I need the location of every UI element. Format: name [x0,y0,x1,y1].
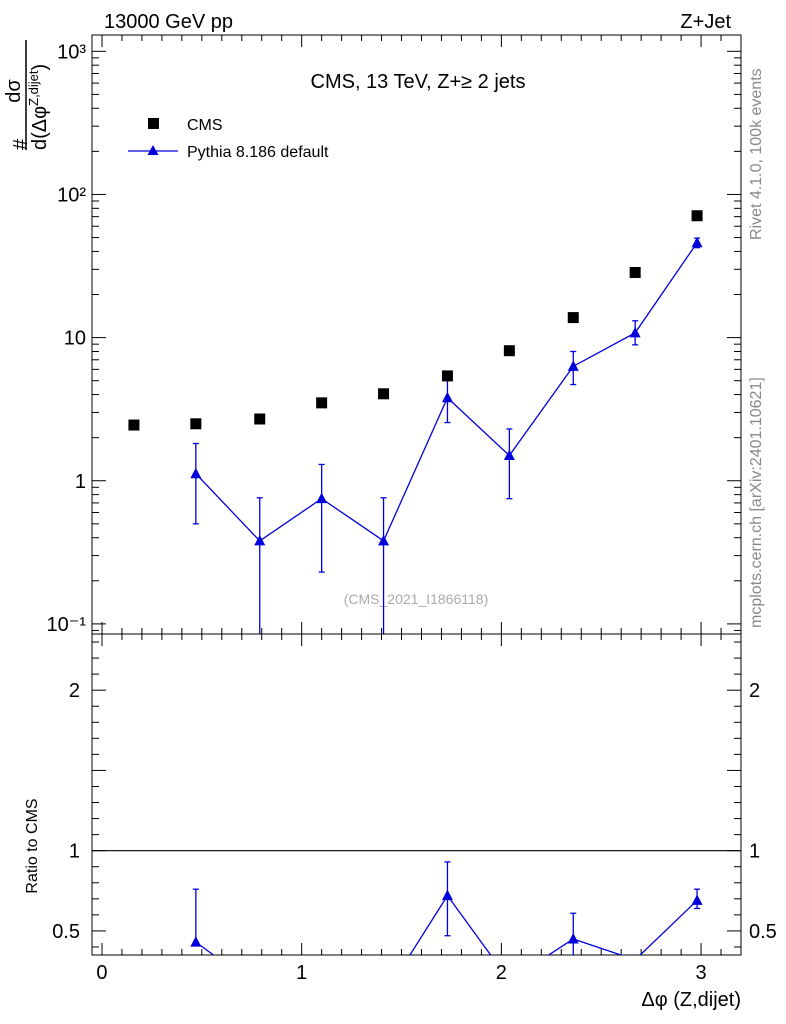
ratio-point [316,971,327,982]
y-tick-label: 10² [57,184,86,206]
ratio-point [691,894,703,905]
mc-series [190,236,703,634]
rivet-label: Rivet 4.1.0, 100k events [748,68,765,240]
ratio-y-tick-label: 1 [69,841,80,863]
x-tick-label: 0 [96,962,107,984]
y-tick-label: 1 [75,471,86,493]
mc-point [254,534,266,546]
cms-point [629,266,641,278]
cms-point [503,345,515,357]
x-tick-label: 2 [496,962,507,984]
header-left: 13000 GeV pp [104,11,233,33]
legend-cms-marker [148,118,159,129]
mc-point [378,534,390,546]
main-ylabel-den: d(ΔφZ,dijet) [26,64,51,150]
ratio-frame [91,633,742,956]
ratio-y-tick-label: 2 [69,680,80,702]
y-tick-label: 10 [64,328,86,350]
main-title: CMS, 13 TeV, Z+≥ 2 jets [311,71,526,93]
ratio-y-tick-label: 0.5 [52,921,80,943]
ratio-y-tick-label-right: 2 [749,680,760,702]
main-panel: 10⁻¹ 1 10 10² 10³ [47,34,742,636]
cms-point [190,418,202,430]
ratio-y-tick-label-right: 1 [749,841,760,863]
mc-point [503,449,515,461]
ratio-point [378,991,389,1002]
ratio-line [195,894,698,955]
cms-point [254,413,266,425]
cms-point [128,419,140,431]
ratio-point [254,983,265,994]
main-ylabel-num: dσ [3,79,25,103]
legend: CMS Pythia 8.186 default [128,117,329,161]
legend-mc-marker [147,145,159,155]
ratio-y-tick-label-right: 0.5 [749,921,777,943]
x-tick-label: 1 [296,962,307,984]
ratio-point [441,889,453,901]
mc-point [629,326,641,338]
legend-mc-label: Pythia 8.186 default [187,144,329,161]
mc-line [195,242,698,542]
ratio-point [634,953,636,955]
ratio-panel: 0 1 2 3 0.5 0.5 1 1 2 2 [52,633,777,1002]
mc-point [316,492,328,504]
y-tick-label: 10³ [57,41,86,63]
ratio-point [190,936,202,947]
ratio-series [190,861,703,1002]
cms-point [567,312,579,324]
cms-point [378,388,390,400]
header-right: Z+Jet [680,11,731,33]
y-tick-label: 10⁻¹ [47,614,87,636]
legend-cms-label: CMS [187,117,223,134]
watermark: (CMS_2021_I1866118) [344,591,489,607]
ratio-point [567,932,579,944]
main-ylabel-den-text: d(Δφ [29,106,51,150]
mc-point [190,467,202,479]
mcplots-label: mcplots.cern.ch [arXiv:2401.10621] [748,377,765,628]
mc-point [567,360,579,371]
x-axis-label: Δφ (Z,dijet) [641,989,741,1011]
ratio-ylabel: Ratio to CMS [24,798,41,893]
main-ylabel-sup: Z,dijet [26,70,41,106]
cms-point [691,210,703,222]
cms-point [316,397,328,409]
cms-point [441,370,453,382]
main-ylabel: # dσ d(ΔφZ,dijet) [3,40,51,150]
mc-point [441,391,453,403]
main-ylabel-close: ) [29,64,51,71]
x-tick-label: 3 [695,962,706,984]
mc-point [691,236,703,248]
